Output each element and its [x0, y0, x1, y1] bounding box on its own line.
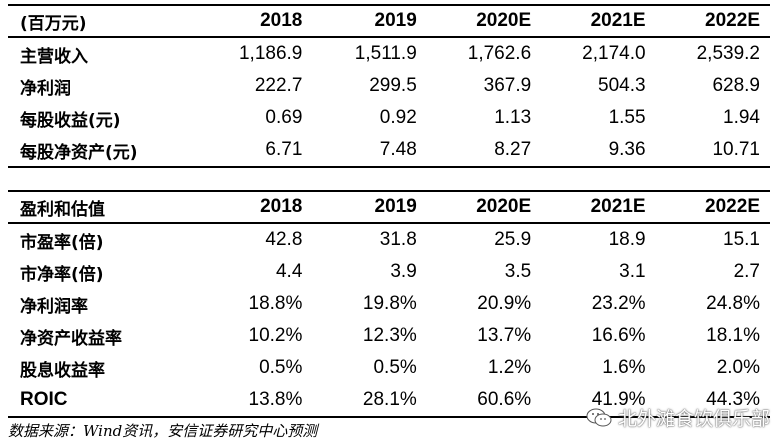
header-label: (百万元): [8, 4, 198, 38]
cell-value: 504.3: [598, 75, 646, 96]
cell-value: 31.8: [379, 229, 417, 250]
cell-value: 1,762.6: [467, 43, 532, 64]
header-year: 2021E: [541, 190, 656, 224]
table-row: 主营收入 1,186.9 1,511.9 1,762.6 2,174.0 2,5…: [8, 37, 770, 70]
cell-value: 44.3%: [655, 384, 770, 418]
header-year: 2018: [198, 190, 313, 224]
cell-value: 0.92: [379, 107, 417, 128]
cell-value: 2,539.2: [696, 43, 760, 64]
table-row: 市净率(倍) 4.4 3.9 3.5 3.1 2.7: [8, 256, 770, 288]
cell-value: 3.5: [504, 261, 532, 282]
header-year: 2022E: [655, 4, 770, 38]
cell-value: 1,511.9: [354, 43, 417, 64]
cell-value: 16.6%: [591, 325, 646, 346]
row-label: 股息收益率: [20, 360, 105, 381]
cell-value: 1.6%: [602, 357, 646, 378]
cell-value: 13.7%: [477, 325, 532, 346]
header-year: 2022E: [655, 190, 770, 224]
header-year: 2018: [198, 4, 313, 38]
table-row: ROIC 13.8% 28.1% 60.6% 41.9% 44.3%: [8, 384, 770, 418]
cell-value: 367.9: [483, 75, 532, 96]
cell-value: 299.5: [369, 75, 417, 96]
cell-value: 6.71: [198, 134, 313, 168]
cell-value: 628.9: [712, 75, 760, 96]
cell-value: 8.27: [426, 134, 542, 168]
row-label: ROIC: [8, 384, 198, 418]
cell-value: 2.0%: [716, 357, 760, 378]
cell-value: 4.4: [275, 261, 303, 282]
header-year: 2019: [312, 190, 427, 224]
cell-value: 1,186.9: [238, 43, 303, 64]
cell-value: 12.3%: [362, 325, 417, 346]
table-header-row: 盈利和估值 2018 2019 2020E 2021E 2022E: [8, 190, 770, 224]
cell-value: 20.9%: [477, 293, 532, 314]
cell-value: 13.8%: [198, 384, 313, 418]
financial-summary-table: (百万元) 2018 2019 2020E 2021E 2022E 主营收入 1…: [8, 4, 770, 168]
header-year: 2020E: [426, 4, 542, 38]
cell-value: 42.8: [265, 229, 303, 250]
cell-value: 1.2%: [487, 357, 532, 378]
cell-value: 0.69: [265, 107, 303, 128]
cell-value: 9.36: [541, 134, 656, 168]
cell-value: 3.1: [619, 261, 646, 282]
row-label: 市净率(倍): [20, 264, 104, 285]
table-header-row: (百万元) 2018 2019 2020E 2021E 2022E: [8, 4, 770, 38]
cell-value: 25.9: [494, 229, 532, 250]
cell-value: 0.5%: [373, 357, 417, 378]
header-year: 2020E: [426, 190, 542, 224]
cell-value: 18.8%: [248, 293, 303, 314]
row-label: 主营收入: [20, 46, 88, 67]
row-label: 净利润: [20, 78, 71, 99]
row-label: 每股净资产(元): [8, 134, 198, 168]
table-row: 每股净资产(元) 6.71 7.48 8.27 9.36 10.71: [8, 134, 770, 168]
table-row: 净利润率 18.8% 19.8% 20.9% 23.2% 24.8%: [8, 288, 770, 320]
wechat-icon: [586, 408, 612, 426]
cell-value: 15.1: [723, 229, 760, 250]
table-row: 市盈率(倍) 42.8 31.8 25.9 18.9 15.1: [8, 223, 770, 256]
row-label: 净利润率: [20, 296, 88, 317]
cell-value: 7.48: [312, 134, 427, 168]
watermark-text: 北外滩食饮俱乐部: [617, 408, 770, 430]
header-year: 2019: [312, 4, 427, 38]
table-row: 净利润 222.7 299.5 367.9 504.3 628.9: [8, 70, 770, 102]
cell-value: 2.7: [733, 261, 760, 282]
row-label: 每股收益(元): [20, 110, 121, 131]
table-row: 净资产收益率 10.2% 12.3% 13.7% 16.6% 18.1%: [8, 320, 770, 352]
row-label: 市盈率(倍): [20, 232, 104, 253]
cell-value: 0.5%: [259, 357, 303, 378]
cell-value: 2,174.0: [582, 43, 646, 64]
cell-value: 1.94: [723, 107, 760, 128]
cell-value: 18.9: [608, 229, 646, 250]
watermark: 北外滩食饮俱乐部: [586, 404, 770, 431]
cell-value: 19.8%: [362, 293, 417, 314]
header-label: 盈利和估值: [8, 190, 198, 224]
cell-value: 60.6%: [426, 384, 542, 418]
table-row: 每股收益(元) 0.69 0.92 1.13 1.55 1.94: [8, 102, 770, 134]
cell-value: 1.55: [608, 107, 646, 128]
valuation-table: 盈利和估值 2018 2019 2020E 2021E 2022E 市盈率(倍)…: [8, 190, 770, 418]
cell-value: 18.1%: [706, 325, 760, 346]
cell-value: 3.9: [390, 261, 417, 282]
cell-value: 1.13: [494, 107, 532, 128]
cell-value: 28.1%: [312, 384, 427, 418]
table-row: 股息收益率 0.5% 0.5% 1.2% 1.6% 2.0%: [8, 352, 770, 384]
cell-value: 222.7: [254, 75, 303, 96]
cell-value: 10.71: [655, 134, 770, 168]
cell-value: 10.2%: [248, 325, 303, 346]
cell-value: 23.2%: [591, 293, 646, 314]
source-note: 数据来源：Wind资讯，安信证券研究中心预测: [8, 422, 318, 440]
header-year: 2021E: [541, 4, 656, 38]
row-label: 净资产收益率: [20, 328, 122, 349]
cell-value: 24.8%: [706, 293, 760, 314]
